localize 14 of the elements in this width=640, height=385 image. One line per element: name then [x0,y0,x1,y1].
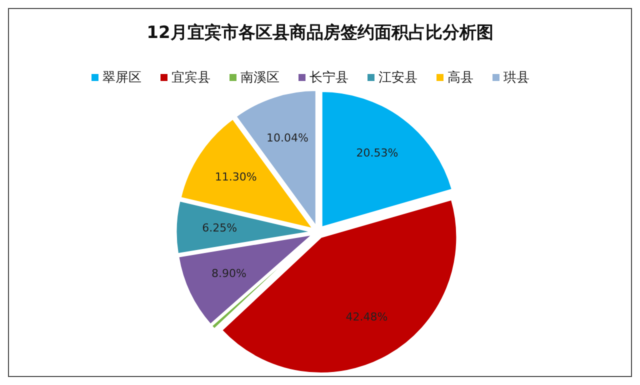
chart-title: 12月宜宾市各区县商品房签约面积占比分析图 [146,23,494,43]
data-label: 20.53% [356,146,398,160]
legend-label: 宜宾县 [172,70,210,86]
legend-label: 高县 [448,70,474,86]
data-label: 8.90% [212,267,246,280]
legend-label: 翠屏区 [102,70,142,86]
legend-label: 长宁县 [310,70,348,86]
data-label: 42.48% [346,310,388,324]
legend-label: 珙县 [504,70,530,86]
legend-label: 南溪区 [240,70,280,86]
data-label: 6.25% [202,222,238,235]
data-label: 11.30% [214,170,257,184]
legend-label: 江安县 [378,70,418,86]
data-label: 10.04% [266,131,308,144]
